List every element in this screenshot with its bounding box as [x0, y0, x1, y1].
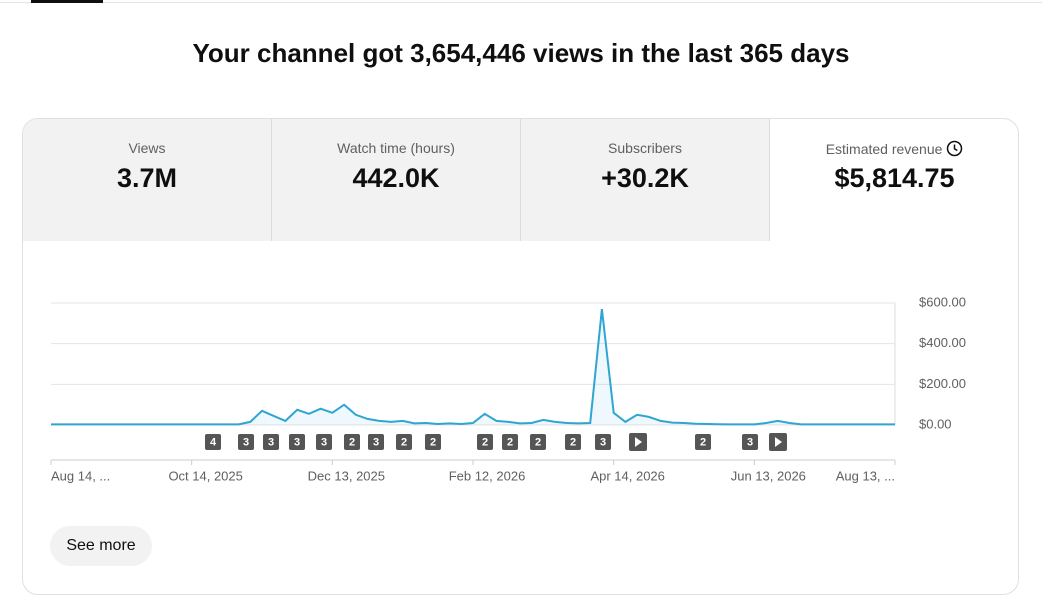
marker-box — [205, 434, 221, 450]
annotation-marker: 3 — [316, 434, 332, 450]
marker-box — [477, 434, 493, 450]
metric-label-text: Estimated revenue — [825, 141, 943, 157]
clock-icon — [947, 140, 963, 157]
marker-label: 2 — [700, 436, 706, 448]
marker-label: 2 — [482, 436, 488, 448]
metrics-card: Views 3.7M Watch time (hours) 442.0K Subsc… — [22, 118, 1019, 595]
marker-box — [695, 434, 711, 450]
marker-label: 3 — [747, 436, 753, 448]
annotation-marker: 3 — [289, 434, 305, 450]
metric-value: 442.0K — [352, 163, 440, 193]
area — [51, 309, 895, 425]
x-tick-label: Feb 12, 2026 — [449, 468, 526, 483]
annotation-marker: 2 — [477, 434, 493, 450]
annotation-marker: 2 — [695, 434, 711, 450]
marker-label: 2 — [570, 436, 576, 448]
x-tick-label: Aug 14, ... — [51, 468, 110, 483]
marker-box — [368, 434, 384, 450]
x-tick-label: Apr 14, 2026 — [590, 468, 664, 483]
tab-indicator — [31, 0, 103, 3]
annotation-marker: 4 — [205, 434, 221, 450]
metric-tab[interactable]: Views 3.7M — [23, 119, 272, 241]
x-tick-label: Aug 13, ... — [836, 468, 895, 483]
metric-value: +30.2K — [601, 163, 689, 193]
marker-box — [289, 434, 305, 450]
marker-box — [742, 434, 758, 450]
metric-value: $5,814.75 — [834, 163, 955, 193]
marker-label: 3 — [243, 436, 249, 448]
marker-label: 3 — [294, 436, 300, 448]
annotation-marker: 3 — [595, 434, 611, 450]
marker-box — [344, 434, 360, 450]
annotation-marker: 2 — [344, 434, 360, 450]
metric-value: 3.7M — [116, 163, 178, 193]
line — [51, 308, 895, 426]
marker-label: 2 — [401, 436, 407, 448]
marker-label: 2 — [535, 436, 541, 448]
metric-label: Subscribers — [608, 140, 682, 156]
metric-label: Watch time (hours) — [337, 140, 455, 156]
metric-tab[interactable]: Estimated revenue $5,814.75 — [770, 119, 1018, 241]
annotation-marker: 3 — [238, 434, 254, 450]
annotation-marker: 2 — [530, 434, 546, 450]
page-title: Your channel got 3,654,446 views in the … — [192, 38, 850, 68]
metric-label: Views — [128, 140, 166, 156]
marker-box — [595, 434, 611, 450]
x-tick-label: Oct 14, 2025 — [168, 468, 242, 483]
marker-label: 3 — [373, 436, 379, 448]
annotation-marker: 3 — [263, 434, 279, 450]
marker-box — [565, 434, 581, 450]
marker-label: 3 — [268, 436, 274, 448]
marker-box — [502, 434, 518, 450]
marker-box — [396, 434, 412, 450]
annotation-marker: 2 — [502, 434, 518, 450]
marker-box — [425, 434, 441, 450]
marker-label: 2 — [507, 436, 513, 448]
divider — [0, 2, 1042, 3]
y-tick-label: $200.00 — [919, 376, 966, 391]
annotation-marker: 2 — [425, 434, 441, 450]
marker-label: 2 — [430, 436, 436, 448]
play-icon — [635, 437, 642, 447]
y-tick-label: $0.00 — [919, 416, 952, 431]
x-tick-label: Dec 13, 2025 — [308, 468, 385, 483]
metric-tab[interactable]: Watch time (hours) 442.0K — [272, 119, 521, 241]
y-tick-label: $400.00 — [919, 335, 966, 350]
metric-label: Estimated revenue — [770, 140, 1018, 157]
see-more-button[interactable]: See more — [50, 526, 152, 566]
marker-box — [530, 434, 546, 450]
marker-box — [263, 434, 279, 450]
marker-label: 2 — [349, 436, 355, 448]
metric-tab[interactable]: Subscribers +30.2K — [521, 119, 770, 241]
y-tick-label: $600.00 — [919, 294, 966, 309]
annotation-marker: 2 — [396, 434, 412, 450]
marker-box — [238, 434, 254, 450]
marker-label: 3 — [600, 436, 606, 448]
marker-label: 4 — [210, 436, 217, 448]
annotation-marker: 3 — [742, 434, 758, 450]
marker-box — [316, 434, 332, 450]
x-tick-label: Jun 13, 2026 — [731, 468, 806, 483]
annotation-marker: 2 — [565, 434, 581, 450]
marker-label: 3 — [321, 436, 327, 448]
annotation-marker: 3 — [368, 434, 384, 450]
play-icon — [775, 437, 782, 447]
